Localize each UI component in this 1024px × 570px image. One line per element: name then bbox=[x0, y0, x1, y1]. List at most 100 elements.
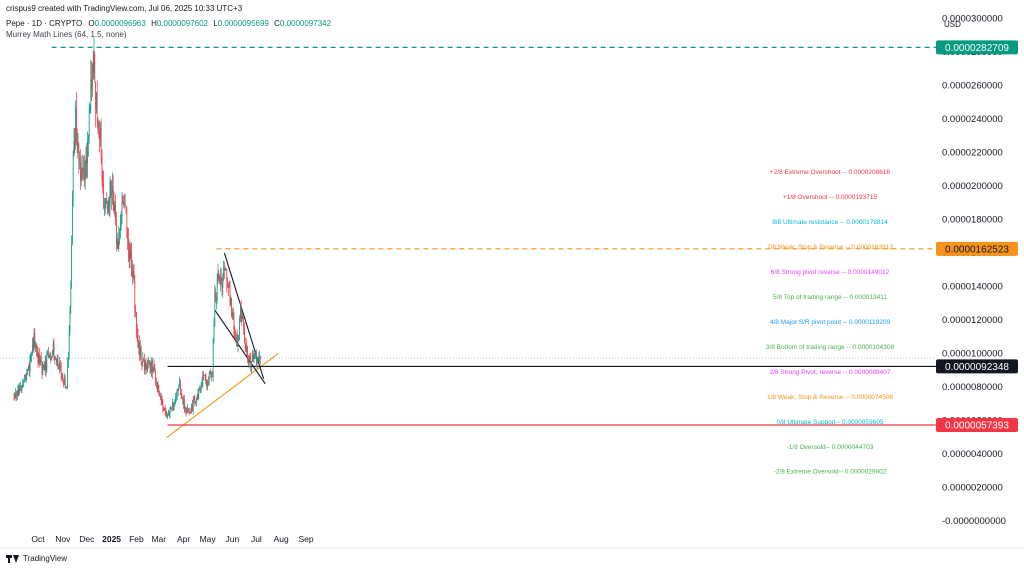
x-tick-label: 2025 bbox=[102, 534, 121, 544]
symbol-label[interactable]: Pepe · 1D · CRYPTO bbox=[6, 19, 83, 28]
candle-body bbox=[93, 54, 95, 72]
candle-body bbox=[164, 407, 165, 411]
candle-body bbox=[45, 361, 47, 371]
candle-body bbox=[64, 378, 66, 388]
candle-body bbox=[170, 407, 172, 409]
candle-body bbox=[200, 384, 202, 391]
candle-body bbox=[254, 353, 256, 356]
candle-body bbox=[201, 382, 203, 385]
candle-body bbox=[144, 359, 145, 372]
candle-body bbox=[228, 285, 229, 287]
candle-body bbox=[225, 269, 227, 271]
candle-body bbox=[104, 206, 105, 208]
tradingview-logo[interactable]: TradingView bbox=[6, 554, 67, 563]
candle-body bbox=[70, 281, 72, 308]
candle-body bbox=[42, 368, 44, 374]
candle-body bbox=[154, 365, 156, 371]
candle-body bbox=[119, 231, 120, 235]
candle-body bbox=[187, 408, 188, 410]
murrey-label: 3/8 Bottom of trading range -- 0.0000104… bbox=[766, 344, 895, 351]
candle-body bbox=[199, 388, 200, 391]
candle-body bbox=[248, 359, 249, 364]
candle-body bbox=[151, 360, 152, 372]
logo-text: TradingView bbox=[23, 554, 68, 563]
candle-body bbox=[127, 229, 128, 239]
candle-body bbox=[155, 370, 156, 383]
candle-body bbox=[190, 412, 192, 414]
candle-body bbox=[74, 140, 76, 143]
open-value: 0.0000096963 bbox=[94, 19, 146, 28]
candle-body bbox=[15, 393, 16, 399]
candle-body bbox=[246, 346, 248, 349]
candle-body bbox=[168, 413, 170, 415]
candle-body bbox=[160, 396, 161, 398]
candle-body bbox=[253, 355, 255, 359]
candle-body bbox=[125, 205, 127, 209]
candle-body bbox=[37, 351, 39, 364]
candle-body bbox=[136, 312, 137, 332]
candle-body bbox=[139, 343, 140, 356]
candle-body bbox=[52, 352, 53, 357]
candle-body bbox=[102, 179, 104, 185]
candle-body bbox=[33, 333, 35, 347]
candle-body bbox=[96, 92, 97, 110]
candle-body bbox=[128, 238, 129, 252]
candle-body bbox=[208, 373, 210, 384]
candle-body bbox=[90, 78, 92, 109]
candle-body bbox=[156, 382, 157, 384]
candle-body bbox=[165, 411, 167, 416]
candle-body bbox=[216, 277, 218, 298]
candle-body bbox=[171, 407, 172, 409]
candle-body bbox=[64, 378, 65, 385]
candle-body bbox=[105, 200, 107, 204]
candle-body bbox=[109, 182, 111, 207]
y-tick-label: 0.0000020000 bbox=[942, 483, 1003, 494]
candle-body bbox=[56, 358, 57, 363]
candle-body bbox=[89, 108, 91, 111]
murrey-label: -1/8 Oversold-- 0.0000044703 bbox=[787, 444, 874, 451]
candle-body bbox=[146, 368, 148, 373]
candle-body bbox=[218, 273, 220, 278]
x-tick-label: Feb bbox=[129, 534, 144, 544]
time-axis[interactable]: Oct Nov Dec 2025 Feb Mar Apr May Jun Jul Aug Sep bbox=[31, 534, 313, 544]
candle-body bbox=[193, 399, 195, 400]
indicator-label[interactable]: Murrey Math Lines (64, 1.5, none) bbox=[6, 30, 127, 39]
candle-body bbox=[132, 270, 134, 272]
candle-body bbox=[103, 184, 104, 208]
candle-body bbox=[226, 269, 228, 284]
candle-body bbox=[172, 402, 173, 408]
candle-body bbox=[107, 201, 108, 213]
candle-body bbox=[56, 360, 58, 363]
candle-body bbox=[21, 386, 23, 388]
candle-body bbox=[202, 374, 204, 383]
candle-body bbox=[24, 374, 26, 379]
candle-body bbox=[40, 357, 42, 363]
candle-body bbox=[208, 382, 209, 384]
candle-body bbox=[251, 361, 252, 370]
candle-body bbox=[52, 343, 54, 353]
candle-body bbox=[16, 394, 18, 398]
currency-label: USD bbox=[944, 20, 961, 29]
x-tick-label: Apr bbox=[177, 534, 190, 544]
candle-body bbox=[34, 333, 36, 348]
candle-body bbox=[26, 373, 28, 377]
candle-body bbox=[68, 330, 70, 357]
murrey-label: 2/8 Strong Pivot, reverse -- 0.000008940… bbox=[769, 369, 890, 376]
murrey-label: 7/8 Weak, Stop & Reverse -- 0.0000163913 bbox=[767, 244, 893, 251]
candle-body bbox=[100, 127, 102, 158]
murrey-label: 4/8 Major S/R pivot point -- 0.000011920… bbox=[770, 319, 891, 326]
murrey-label: 6/8 Strong pivot reverse -- 0.0000149012 bbox=[771, 269, 890, 276]
candle-body bbox=[99, 133, 100, 140]
candle-body bbox=[115, 204, 116, 221]
candle-body bbox=[51, 356, 52, 358]
murrey-label: 0/8 Ultimate Support-- 0.0000059605 bbox=[777, 419, 884, 426]
price-axis[interactable]: 0.00003000000.00002800000.00002600000.00… bbox=[942, 13, 1006, 527]
candle-body bbox=[66, 387, 68, 388]
candle-body bbox=[112, 186, 113, 193]
candle-body bbox=[178, 385, 180, 391]
candle-body bbox=[131, 251, 132, 277]
candle-body bbox=[195, 402, 196, 404]
candle-body bbox=[39, 355, 40, 365]
candle-body bbox=[47, 351, 48, 355]
